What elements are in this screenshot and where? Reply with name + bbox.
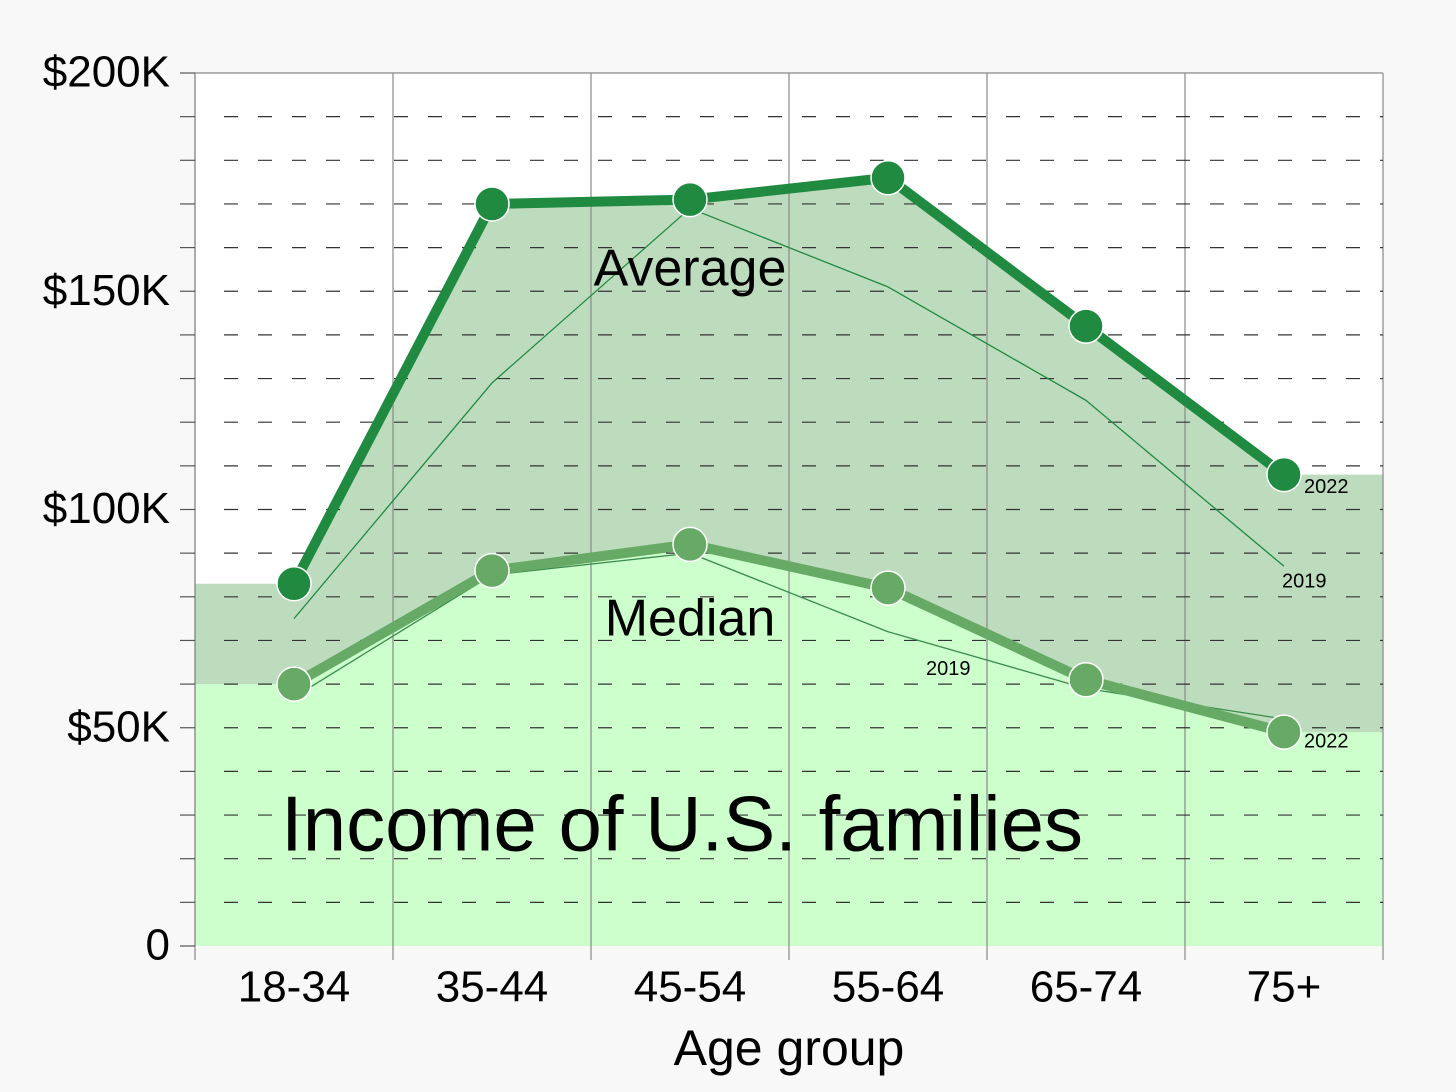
x-tick-label: 35-44 (436, 963, 549, 1012)
annotation: Median (605, 590, 776, 648)
point (870, 160, 906, 196)
x-axis-label: Age group (674, 1020, 905, 1076)
line (291, 539, 1286, 737)
series-label: 2022 (1304, 476, 1349, 498)
point (870, 570, 906, 606)
line (289, 172, 1287, 587)
point (276, 666, 312, 702)
y-tick-label: 0 (146, 921, 170, 970)
series-label: 2019 (1282, 571, 1327, 593)
point (672, 181, 708, 218)
point (474, 186, 510, 222)
point (1068, 661, 1104, 698)
point (276, 565, 312, 602)
series-label: 2022 (1304, 730, 1349, 752)
point (672, 526, 708, 563)
line (293, 207, 1285, 620)
point (1266, 456, 1302, 493)
y-tick-label: $50K (67, 702, 170, 751)
x-tick-label: 55-64 (832, 963, 945, 1012)
point (1266, 714, 1302, 750)
x-tick-label: 65-74 (1030, 963, 1143, 1012)
annotation: Average (594, 240, 787, 298)
x-tick-label: 45-54 (634, 963, 747, 1012)
x-tick-label: 18-34 (238, 963, 351, 1012)
chart-title: Income of U.S. families (281, 780, 1083, 868)
x-tick-label: 75+ (1247, 963, 1322, 1012)
y-tick-label: $150K (43, 266, 170, 315)
y-tick-label: $100K (43, 484, 170, 533)
point (474, 552, 510, 589)
point (1068, 308, 1104, 344)
series-label: 2019 (926, 658, 971, 680)
y-tick-label: $200K (43, 48, 170, 97)
